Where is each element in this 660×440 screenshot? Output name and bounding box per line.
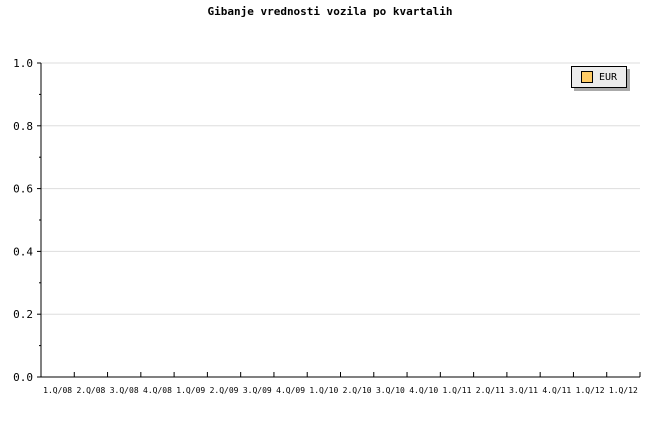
x-tick-label: 4.Q/08 — [143, 386, 172, 395]
x-tick-label: 1.Q/08 — [43, 386, 72, 395]
x-tick-label: 2.Q/09 — [210, 386, 239, 395]
chart-title: Gibanje vrednosti vozila po kvartalih — [207, 5, 453, 18]
x-tick-label: 1.Q/11 — [443, 386, 472, 395]
x-tick-label: 1.Q/12 — [576, 386, 605, 395]
x-tick-label: 4.Q/11 — [542, 386, 571, 395]
legend-swatch-eur — [581, 71, 593, 83]
y-tick-label: 0.0 — [13, 371, 33, 384]
x-tick-label: 3.Q/10 — [376, 386, 405, 395]
x-tick-label: 3.Q/08 — [110, 386, 139, 395]
x-tick-label: 3.Q/11 — [509, 386, 538, 395]
x-tick-label: 4.Q/09 — [276, 386, 305, 395]
x-tick-label: 4.Q/10 — [409, 386, 438, 395]
legend: EUR — [571, 66, 627, 88]
y-tick-label: 0.8 — [13, 120, 33, 133]
x-tick-label: 1.Q/10 — [309, 386, 338, 395]
legend-label-eur: EUR — [599, 71, 618, 83]
y-tick-label: 0.6 — [13, 183, 33, 196]
y-tick-label: 0.4 — [13, 245, 33, 258]
x-tick-label: 2.Q/08 — [76, 386, 105, 395]
y-tick-label: 0.2 — [13, 308, 33, 321]
x-tick-label: 2.Q/10 — [343, 386, 372, 395]
x-tick-label: 2.Q/11 — [476, 386, 505, 395]
x-tick-label: 1.Q/12 — [609, 386, 638, 395]
x-tick-label: 1.Q/09 — [176, 386, 205, 395]
y-tick-label: 1.0 — [13, 57, 33, 70]
x-tick-label: 3.Q/09 — [243, 386, 272, 395]
